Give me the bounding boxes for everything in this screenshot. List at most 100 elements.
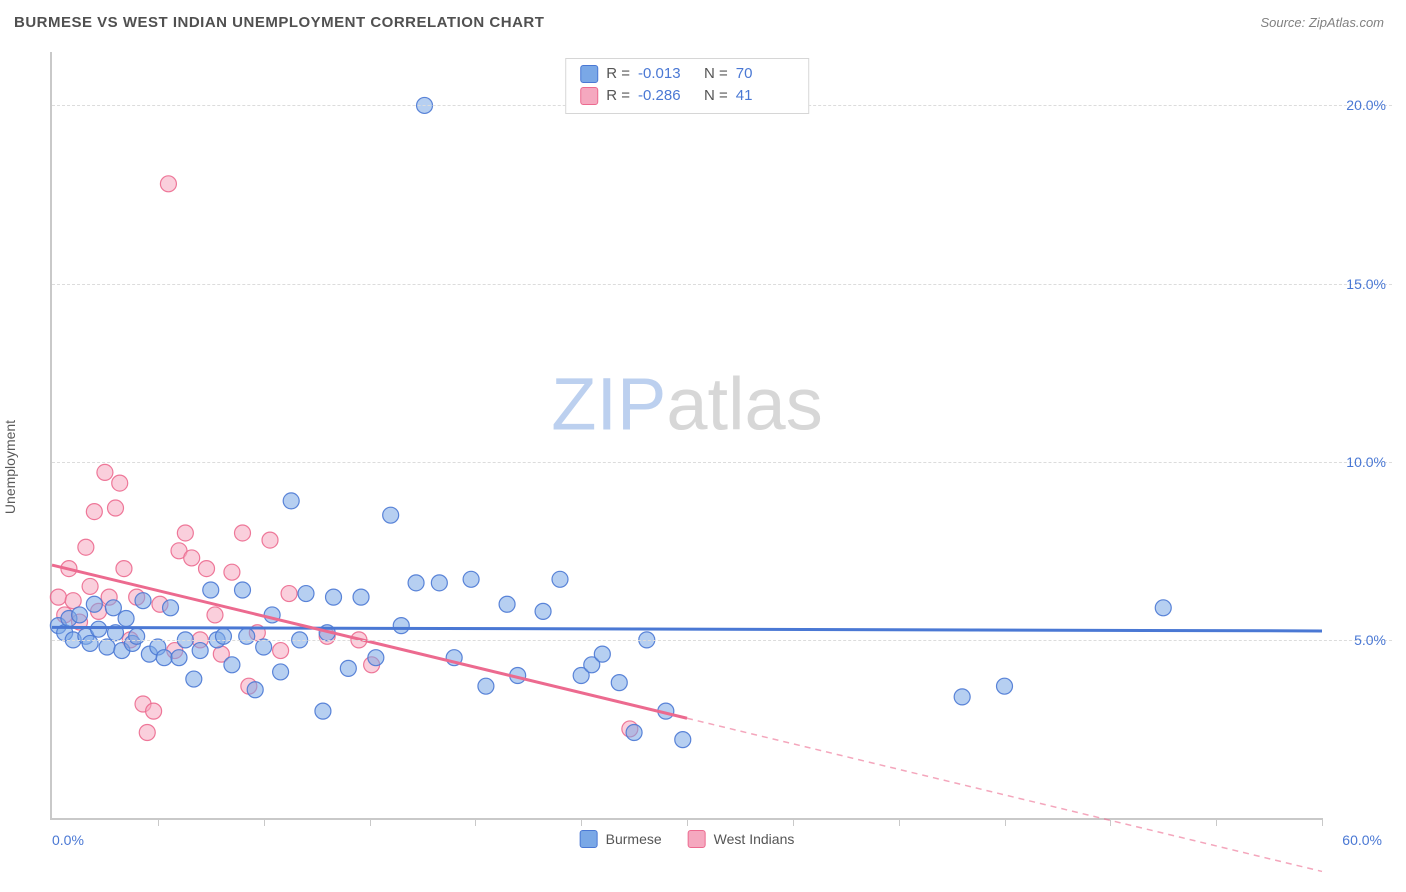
x-tick [475, 818, 476, 826]
scatter-point [431, 575, 447, 591]
scatter-point [247, 682, 263, 698]
series-swatch [580, 87, 598, 105]
series-swatch [688, 830, 706, 848]
legend-r-label: R = [606, 63, 630, 85]
scatter-point [186, 671, 202, 687]
scatter-point [235, 582, 251, 598]
x-tick [687, 818, 688, 826]
scatter-point [1155, 600, 1171, 616]
scatter-point [239, 628, 255, 644]
series-swatch [580, 830, 598, 848]
scatter-point [129, 628, 145, 644]
scatter-point [72, 607, 88, 623]
x-tick [1005, 818, 1006, 826]
scatter-point [116, 561, 132, 577]
chart-container: Unemployment ZIPatlas R = -0.013 N = 70 … [14, 40, 1392, 878]
scatter-point [146, 703, 162, 719]
scatter-point [315, 703, 331, 719]
trend-line-dashed [687, 718, 1322, 871]
x-tick [793, 818, 794, 826]
trend-line [52, 565, 687, 718]
y-tick-label: 5.0% [1354, 632, 1386, 648]
x-tick [1110, 818, 1111, 826]
x-tick [1322, 818, 1323, 826]
scatter-point [91, 621, 107, 637]
x-tick [1216, 818, 1217, 826]
scatter-point [273, 664, 289, 680]
scatter-point [353, 589, 369, 605]
scatter-point [499, 596, 515, 612]
scatter-point [340, 660, 356, 676]
scatter-point [478, 678, 494, 694]
gridline [52, 462, 1392, 463]
scatter-point [108, 500, 124, 516]
x-axis-start-label: 0.0% [52, 832, 84, 848]
legend-item: West Indians [688, 830, 795, 848]
scatter-point [393, 618, 409, 634]
scatter-point [86, 596, 102, 612]
scatter-point [199, 561, 215, 577]
scatter-point [262, 532, 278, 548]
scatter-point [160, 176, 176, 192]
legend-n-value: 41 [736, 85, 794, 107]
scatter-point [954, 689, 970, 705]
legend-r-value: -0.286 [638, 85, 696, 107]
scatter-point [163, 600, 179, 616]
scatter-point [281, 586, 297, 602]
y-tick-label: 10.0% [1346, 454, 1386, 470]
x-axis-end-label: 60.0% [1342, 832, 1382, 848]
scatter-point [203, 582, 219, 598]
x-tick [158, 818, 159, 826]
correlation-legend: R = -0.013 N = 70 R = -0.286 N = 41 [565, 58, 809, 114]
series-legend: Burmese West Indians [580, 830, 795, 848]
plot-area: ZIPatlas R = -0.013 N = 70 R = -0.286 N … [50, 52, 1322, 820]
scatter-point [135, 593, 151, 609]
legend-series-label: West Indians [714, 831, 795, 847]
gridline [52, 640, 1392, 641]
series-swatch [580, 65, 598, 83]
scatter-point [82, 578, 98, 594]
scatter-point [224, 564, 240, 580]
scatter-point [552, 571, 568, 587]
scatter-point [105, 600, 121, 616]
legend-n-value: 70 [736, 63, 794, 85]
legend-n-label: N = [704, 85, 728, 107]
scatter-point [177, 525, 193, 541]
legend-n-label: N = [704, 63, 728, 85]
scatter-point [256, 639, 272, 655]
page-title: BURMESE VS WEST INDIAN UNEMPLOYMENT CORR… [14, 14, 544, 31]
scatter-point [408, 575, 424, 591]
x-tick [581, 818, 582, 826]
x-tick [899, 818, 900, 826]
scatter-point [112, 475, 128, 491]
scatter-point [99, 639, 115, 655]
scatter-svg [52, 52, 1322, 818]
scatter-point [626, 724, 642, 740]
scatter-point [192, 643, 208, 659]
scatter-point [97, 464, 113, 480]
y-tick-label: 15.0% [1346, 276, 1386, 292]
gridline [52, 284, 1392, 285]
scatter-point [78, 539, 94, 555]
scatter-point [215, 628, 231, 644]
scatter-point [298, 586, 314, 602]
scatter-point [283, 493, 299, 509]
scatter-point [65, 593, 81, 609]
scatter-point [139, 724, 155, 740]
scatter-point [235, 525, 251, 541]
scatter-point [171, 650, 187, 666]
scatter-point [368, 650, 384, 666]
scatter-point [594, 646, 610, 662]
scatter-point [383, 507, 399, 523]
scatter-point [463, 571, 479, 587]
x-tick [264, 818, 265, 826]
legend-row: R = -0.013 N = 70 [580, 63, 794, 85]
legend-item: Burmese [580, 830, 662, 848]
scatter-point [50, 589, 66, 605]
scatter-point [224, 657, 240, 673]
source-attribution: Source: ZipAtlas.com [1260, 15, 1384, 30]
scatter-point [611, 675, 627, 691]
legend-r-value: -0.013 [638, 63, 696, 85]
scatter-point [82, 635, 98, 651]
scatter-point [675, 732, 691, 748]
